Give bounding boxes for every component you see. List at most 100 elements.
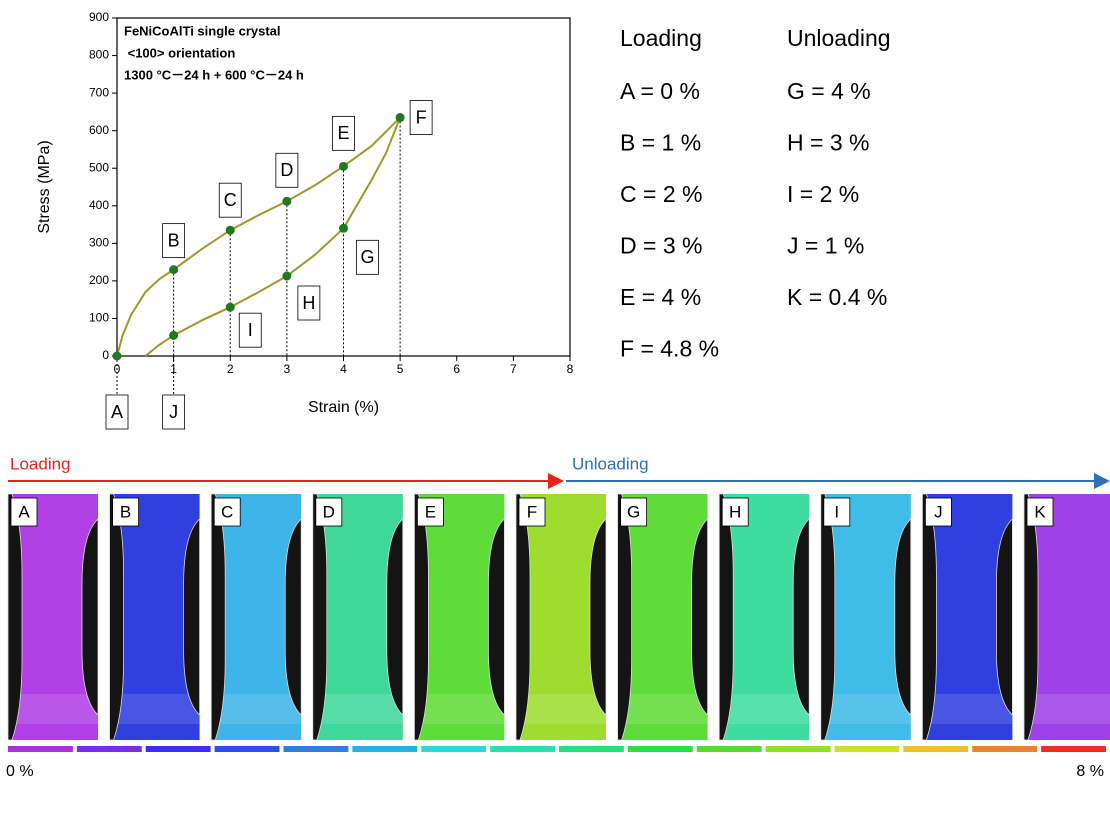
y-tick-label: 500	[89, 160, 109, 174]
data-point	[282, 197, 291, 206]
map-label: C	[221, 502, 233, 521]
specimen-edge	[618, 494, 632, 740]
x-tick-label: 6	[453, 362, 460, 376]
colorbar-min: 0 %	[6, 763, 34, 780]
data-point	[282, 272, 291, 281]
specimen-edge	[285, 519, 301, 715]
map-label: K	[1034, 502, 1046, 521]
list-title: Loading	[620, 25, 702, 51]
annotation: FeNiCoAlTi single crystal	[124, 23, 281, 38]
list-item: J = 1 %	[787, 233, 864, 259]
specimen-edge	[184, 519, 200, 715]
list-item: H = 3 %	[787, 130, 869, 156]
x-tick-label: 2	[227, 362, 234, 376]
colorbar-segment	[835, 746, 900, 752]
colorbar-segment	[1041, 746, 1106, 752]
colorbar-segment	[559, 746, 624, 752]
specimen-edge	[516, 494, 530, 740]
list-item: I = 2 %	[787, 181, 859, 207]
strain-band	[1024, 694, 1110, 724]
x-tick-label: 3	[284, 362, 291, 376]
loading-label: Loading	[10, 454, 71, 473]
y-axis-label: Stress (MPa)	[36, 140, 53, 233]
list-item: B = 1 %	[620, 130, 701, 156]
annotation: <100> orientation	[124, 45, 235, 60]
strain-band	[110, 694, 200, 724]
colorbar-segment	[77, 746, 142, 752]
specimen-edge	[922, 494, 936, 740]
point-label: H	[302, 293, 315, 313]
list-item: A = 0 %	[620, 78, 700, 104]
specimen-edge	[793, 519, 809, 715]
specimen-edge	[821, 494, 835, 740]
specimen-edge	[1024, 494, 1038, 740]
x-tick-label: 5	[397, 362, 404, 376]
colorbar-segment	[146, 746, 211, 752]
map-label: A	[18, 502, 30, 521]
colorbar-segment	[628, 746, 693, 752]
colorbar-segment	[284, 746, 349, 752]
data-point	[169, 265, 178, 274]
list-item: E = 4 %	[620, 284, 701, 310]
specimen-edge	[895, 519, 911, 715]
list-item: G = 4 %	[787, 78, 871, 104]
x-axis-label: Strain (%)	[308, 399, 379, 416]
y-tick-label: 600	[89, 123, 109, 137]
data-point	[339, 224, 348, 233]
list-item: D = 3 %	[620, 233, 702, 259]
point-label: E	[337, 123, 349, 143]
annotation: 1300 °C－24 h + 600 °C－24 h	[124, 67, 304, 82]
strain-band	[8, 694, 98, 724]
x-tick-label: 4	[340, 362, 347, 376]
colorbar-segment	[215, 746, 280, 752]
map-label: G	[627, 502, 640, 521]
list-title: Unloading	[787, 25, 891, 51]
point-label: C	[224, 190, 237, 210]
colorbar-segment	[766, 746, 831, 752]
specimen-edge	[414, 494, 428, 740]
y-tick-label: 900	[89, 10, 109, 24]
y-tick-label: 100	[89, 311, 109, 325]
strain-band	[313, 694, 403, 724]
point-label: F	[416, 107, 427, 127]
point-label: A	[111, 402, 123, 422]
x-tick-label: 8	[567, 362, 574, 376]
colorbar-segment	[697, 746, 762, 752]
specimen-edge	[692, 519, 708, 715]
specimen-edge	[82, 519, 98, 715]
map-label: I	[834, 502, 839, 521]
colorbar-segment	[903, 746, 968, 752]
unloading-label: Unloading	[572, 454, 649, 473]
specimen-edge	[590, 519, 606, 715]
point-label: G	[360, 247, 374, 267]
strain-band	[516, 694, 606, 724]
y-tick-label: 0	[102, 348, 109, 362]
map-label: D	[323, 502, 335, 521]
colorbar-segment	[490, 746, 555, 752]
specimen-edge	[8, 494, 22, 740]
list-item: F = 4.8 %	[620, 336, 719, 362]
map-label: H	[729, 502, 741, 521]
strain-band	[211, 694, 301, 724]
point-label: D	[280, 160, 293, 180]
map-label: B	[120, 502, 131, 521]
specimen-edge	[996, 519, 1012, 715]
data-point	[113, 352, 122, 361]
strain-band	[922, 694, 1012, 724]
colorbar-segment	[972, 746, 1037, 752]
x-tick-label: 7	[510, 362, 517, 376]
strain-band	[618, 694, 708, 724]
point-label: B	[168, 230, 180, 250]
data-point	[339, 162, 348, 171]
data-point	[226, 226, 235, 235]
map-label: J	[934, 502, 943, 521]
colorbar-segment	[352, 746, 417, 752]
list-item: C = 2 %	[620, 181, 702, 207]
colorbar-max: 8 %	[1076, 763, 1104, 780]
point-label: I	[248, 320, 253, 340]
list-item: K = 0.4 %	[787, 284, 887, 310]
y-tick-label: 400	[89, 198, 109, 212]
specimen-edge	[387, 519, 403, 715]
figure: 0123456780100200300400500600700800900Str…	[0, 0, 1110, 809]
y-tick-label: 200	[89, 273, 109, 287]
